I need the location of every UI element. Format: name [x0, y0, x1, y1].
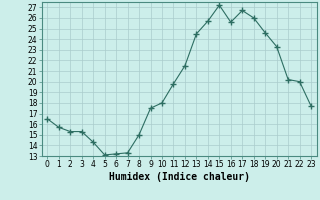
X-axis label: Humidex (Indice chaleur): Humidex (Indice chaleur) [109, 172, 250, 182]
